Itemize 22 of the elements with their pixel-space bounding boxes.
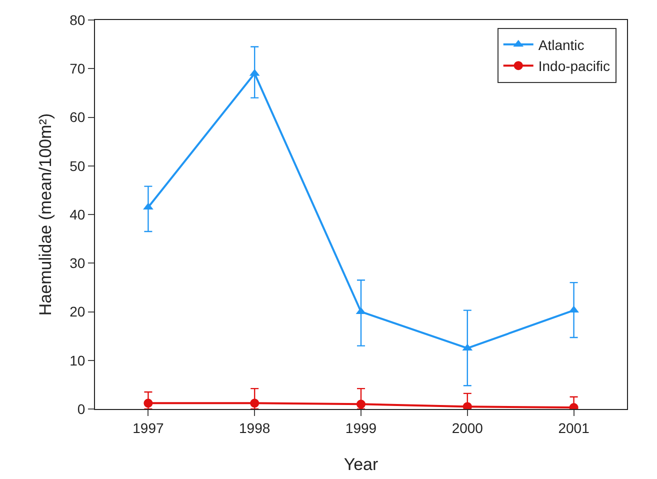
y-tick-label: 40	[70, 206, 86, 222]
x-tick-label: 2000	[452, 420, 484, 436]
y-tick-label: 20	[70, 304, 86, 320]
x-tick-label: 1998	[239, 420, 270, 436]
y-tick-label: 60	[70, 109, 86, 126]
point	[568, 306, 579, 313]
y-tick-label: 0	[77, 400, 86, 417]
point	[144, 398, 153, 408]
legend-label: Atlantic	[538, 36, 584, 53]
y-tick-label: 50	[70, 158, 86, 174]
x-tick-label: 2001	[558, 420, 590, 436]
x-tick-label: 1997	[132, 420, 164, 436]
y-tick-label: 30	[70, 255, 86, 272]
legend-label: Indo-pacific	[538, 58, 610, 74]
y-tick-label: 70	[70, 60, 86, 77]
point	[356, 400, 366, 409]
y-tick-label: 80	[70, 12, 86, 28]
x-tick-label: 1999	[345, 420, 377, 436]
x-axis-title: Year	[344, 455, 379, 474]
y-tick-label: 10	[70, 352, 86, 368]
point	[250, 398, 260, 408]
y-axis-title: Haemulidae (mean/100m²)	[36, 113, 55, 316]
